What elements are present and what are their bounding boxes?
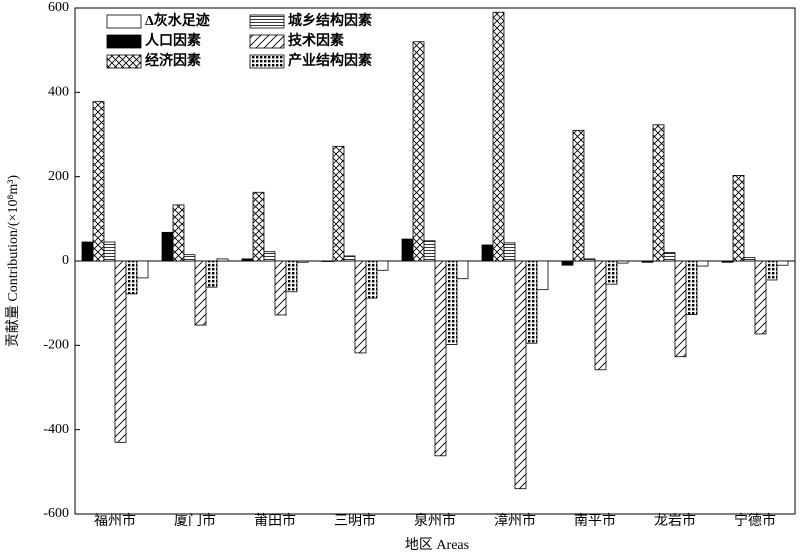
legend-swatch (106, 14, 142, 29)
bar (514, 260, 527, 490)
bar (434, 260, 447, 457)
bar (114, 260, 127, 443)
legend-swatch (106, 34, 142, 49)
bar (492, 11, 505, 262)
bar (754, 260, 767, 335)
bar (81, 241, 94, 262)
bar (332, 145, 345, 262)
bar (743, 257, 756, 262)
y-axis-label: 贡献量 Contribution/(×10⁸m³) (5, 175, 21, 347)
bar (354, 260, 367, 354)
legend-swatch (106, 54, 142, 69)
bar (765, 260, 778, 281)
legend-label: 技术因素 (288, 32, 344, 49)
bar (412, 41, 425, 262)
x-tick-label: 宁德市 (734, 512, 776, 529)
bar (103, 241, 116, 262)
bar (274, 260, 287, 316)
bar (616, 260, 629, 264)
bar (241, 258, 254, 262)
bar (92, 101, 105, 262)
bar (263, 251, 276, 262)
bar (503, 242, 516, 262)
bar (561, 260, 574, 266)
legend-label: 产业结构因素 (288, 52, 372, 69)
legend-swatch (249, 14, 285, 29)
bar (172, 204, 185, 262)
bar (205, 260, 218, 288)
bar (641, 260, 654, 263)
bar (721, 260, 734, 263)
x-tick-label: 漳州市 (494, 512, 536, 529)
bar (456, 260, 469, 280)
legend-swatch (249, 34, 285, 49)
bar (296, 260, 309, 263)
x-tick-label: 三明市 (334, 512, 376, 529)
y-tick-label: -200 (43, 338, 69, 353)
y-tick-label: 400 (48, 85, 69, 100)
bar (136, 260, 149, 279)
bar (445, 260, 458, 345)
bar (216, 258, 229, 262)
bar (285, 260, 298, 293)
x-tick-label: 南平市 (574, 512, 616, 529)
legend-label: 城乡结构因素 (288, 12, 372, 29)
x-tick-label: 龙岩市 (654, 512, 696, 529)
bar (594, 260, 607, 371)
x-tick-label: 福州市 (94, 512, 136, 529)
bar (183, 254, 196, 262)
bar (536, 260, 549, 291)
y-tick-label: 0 (62, 253, 69, 268)
legend-label: Δ灰水足迹 (145, 12, 210, 29)
bar (376, 260, 389, 271)
bar (572, 129, 585, 262)
bar (423, 240, 436, 262)
x-tick-label: 厦门市 (174, 512, 216, 529)
y-tick-label: 600 (48, 0, 69, 15)
bar (125, 260, 138, 295)
x-tick-label: 泉州市 (414, 512, 456, 529)
bar (583, 258, 596, 262)
bar (252, 191, 265, 262)
bar (663, 252, 676, 262)
bar (605, 260, 618, 285)
y-tick-label: 200 (48, 169, 69, 184)
bar (365, 260, 378, 299)
bar (776, 260, 789, 266)
bar (652, 124, 665, 262)
bar (321, 260, 334, 262)
y-tick-label: -400 (43, 422, 69, 437)
x-tick-label: 莆田市 (254, 512, 296, 529)
legend-swatch (249, 54, 285, 69)
bar (194, 260, 207, 326)
bar (481, 244, 494, 262)
bar (674, 260, 687, 358)
bar (525, 260, 538, 344)
y-tick-label: -600 (43, 506, 69, 521)
legend-label: 人口因素 (145, 32, 201, 49)
bar (343, 255, 356, 262)
x-axis-label: 地区 Areas (405, 537, 469, 553)
legend-label: 经济因素 (145, 52, 201, 69)
bar (696, 260, 709, 267)
bar (161, 231, 174, 262)
bar (732, 175, 745, 262)
bar (401, 238, 414, 262)
bar (685, 260, 698, 315)
